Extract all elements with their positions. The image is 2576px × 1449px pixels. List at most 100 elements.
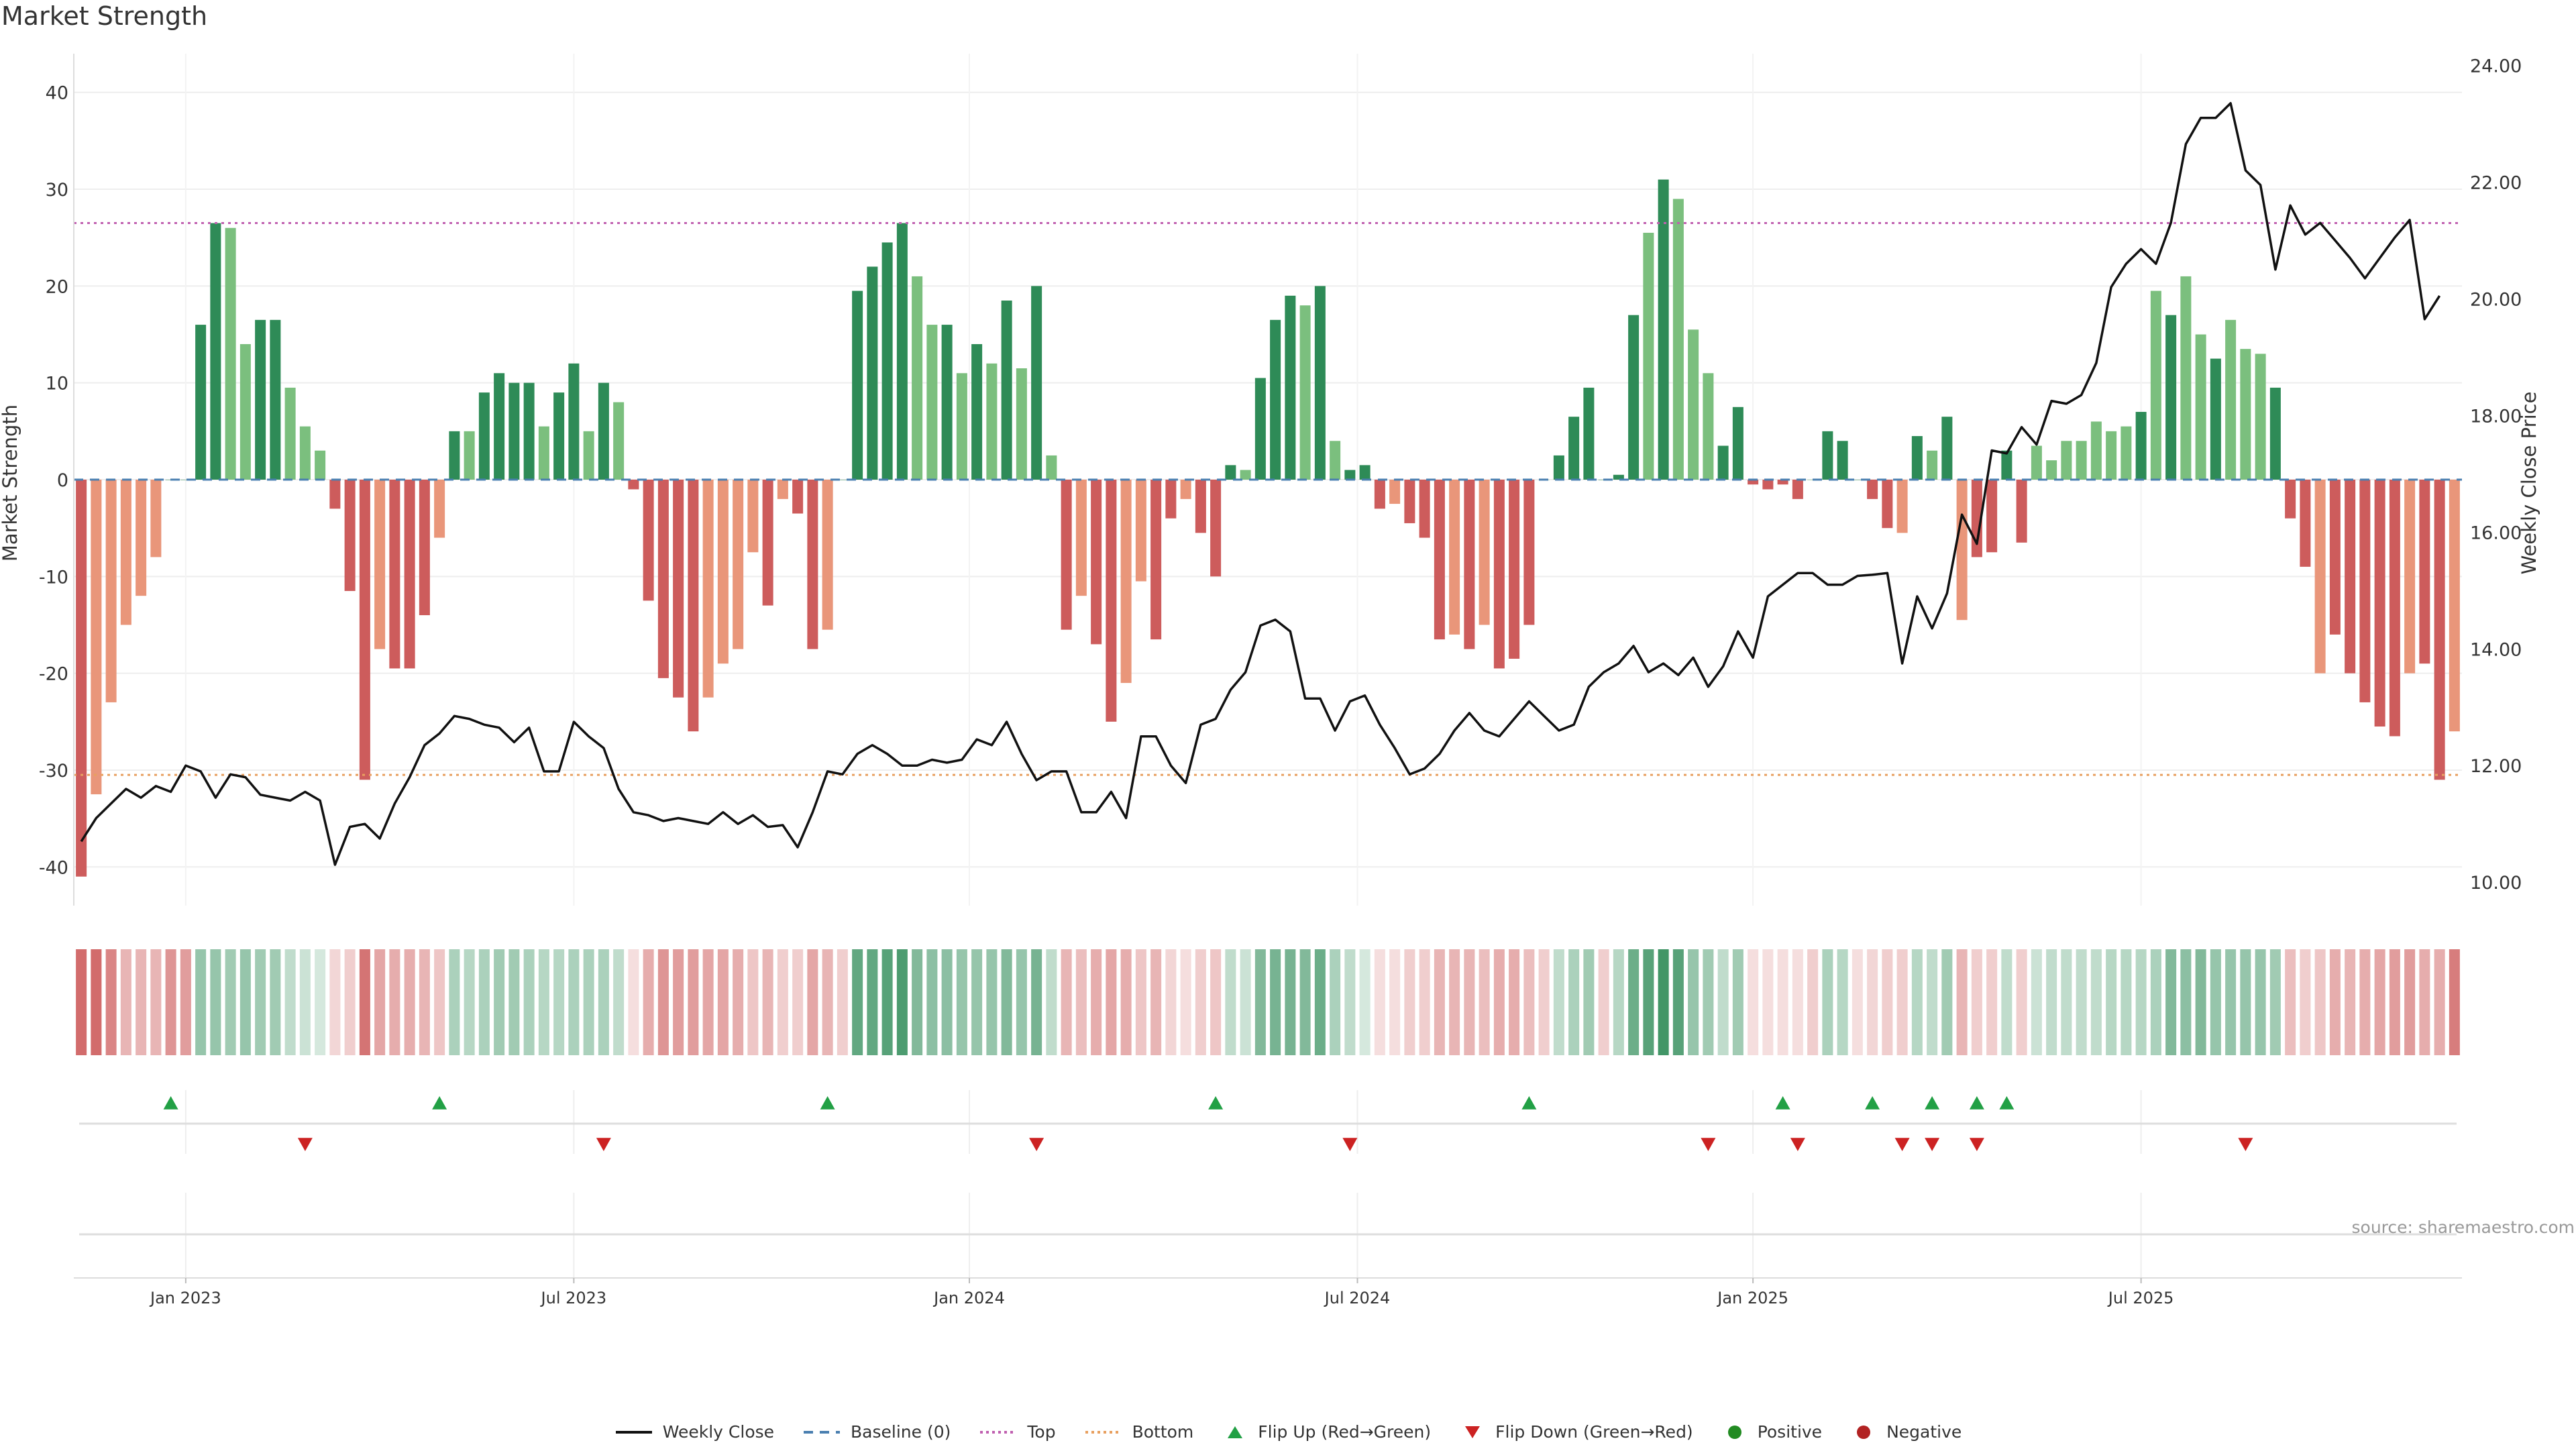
heat-cell	[1703, 949, 1714, 1055]
legend-label: Bottom	[1132, 1422, 1194, 1442]
heat-cell	[2061, 949, 2072, 1055]
strength-bar	[255, 319, 266, 480]
heat-cell	[284, 949, 296, 1055]
legend-item[interactable]: Weekly Close	[614, 1422, 774, 1442]
heat-cell	[1553, 949, 1564, 1055]
heat-cell	[508, 949, 520, 1055]
flip-down-marker	[1790, 1138, 1805, 1151]
heat-cell	[315, 949, 326, 1055]
heat-cell	[1896, 949, 1908, 1055]
strength-bar	[702, 480, 714, 698]
strength-bar	[2389, 480, 2400, 737]
strength-bar	[1016, 368, 1027, 480]
strength-bar	[210, 223, 221, 480]
legend: Weekly Close Baseline (0) Top Bottom Flip Up…	[0, 1422, 2576, 1442]
chart-title: Market Strength	[1, 1, 208, 31]
heat-cell	[1851, 949, 1863, 1055]
heat-cell	[1389, 949, 1401, 1055]
dotted-line-icon	[1085, 1430, 1122, 1434]
heat-cell	[434, 949, 445, 1055]
strength-bar	[2076, 441, 2087, 480]
flip-down-marker	[1029, 1138, 1044, 1151]
strength-bar	[613, 402, 625, 480]
strength-bar	[1314, 286, 1326, 480]
heat-cell	[777, 949, 788, 1055]
x-tick-label: Jan 2023	[149, 1289, 221, 1307]
heat-cell	[1493, 949, 1505, 1055]
strength-bar	[1135, 480, 1146, 582]
y2-tick-label: 18.00	[2470, 406, 2522, 427]
heat-cell	[2240, 949, 2251, 1055]
heat-cell	[1299, 949, 1311, 1055]
x-tick-label: Jul 2024	[1324, 1289, 1391, 1307]
heat-cell	[1404, 949, 1415, 1055]
heat-cell	[270, 949, 281, 1055]
strength-bar	[2255, 354, 2266, 480]
strength-bar	[2090, 421, 2102, 480]
strength-bar	[777, 480, 788, 499]
flip-down-marker	[1701, 1138, 1716, 1151]
heat-cell	[1956, 949, 1968, 1055]
strength-bar	[2345, 480, 2356, 674]
legend-item[interactable]: Flip Up (Red→Green)	[1222, 1422, 1431, 1442]
legend-item[interactable]: Negative	[1850, 1422, 1962, 1442]
heat-cell	[792, 949, 804, 1055]
strength-bar	[523, 382, 535, 480]
legend-item[interactable]: Baseline (0)	[802, 1422, 951, 1442]
strength-bar	[2195, 334, 2206, 480]
flip-down-marker	[297, 1138, 313, 1151]
strength-bar	[344, 480, 356, 591]
strength-bar	[419, 480, 430, 616]
strength-bar	[1046, 455, 1057, 480]
heat-cell	[1583, 949, 1595, 1055]
strength-bar	[299, 426, 311, 480]
strength-bar	[1225, 465, 1236, 480]
strength-bar	[2359, 480, 2371, 702]
strength-bar	[2240, 349, 2251, 480]
strength-bar	[76, 480, 87, 877]
heat-cell	[807, 949, 818, 1055]
strength-bar	[1956, 480, 1968, 621]
y-axis-label: Market Strength	[0, 405, 21, 561]
strength-bar	[1210, 480, 1222, 577]
x-tick-label: Jul 2025	[2107, 1289, 2174, 1307]
legend-label: Flip Up (Red→Green)	[1258, 1422, 1432, 1442]
strength-bar	[1896, 480, 1908, 533]
legend-item[interactable]: Positive	[1721, 1422, 1822, 1442]
heat-cell	[1031, 949, 1042, 1055]
y-tick-label: -40	[39, 857, 68, 878]
heat-cell	[1464, 949, 1475, 1055]
heat-cell	[120, 949, 131, 1055]
strength-bar	[1120, 480, 1132, 684]
dotted-line-icon	[980, 1430, 1017, 1434]
heat-cell	[449, 949, 460, 1055]
legend-item[interactable]: Flip Down (Green→Red)	[1459, 1422, 1693, 1442]
strength-bar	[239, 343, 251, 480]
strength-bar	[2449, 480, 2460, 732]
heat-cell	[2121, 949, 2132, 1055]
heat-cell	[91, 949, 102, 1055]
legend-item[interactable]: Bottom	[1084, 1422, 1194, 1442]
flip-up-marker	[820, 1096, 835, 1110]
heat-cell	[1374, 949, 1385, 1055]
y2-tick-label: 14.00	[2470, 639, 2522, 660]
reference-lines	[74, 222, 2462, 776]
flip-down-marker	[1342, 1138, 1358, 1151]
legend-item[interactable]: Top	[979, 1422, 1056, 1442]
heat-cell	[2135, 949, 2147, 1055]
strength-bar	[568, 363, 580, 480]
heat-cell	[1180, 949, 1191, 1055]
heat-cell	[239, 949, 251, 1055]
strength-bar	[1703, 373, 1714, 480]
heat-cell	[1613, 949, 1624, 1055]
strength-bar	[688, 480, 699, 732]
heat-cell	[2165, 949, 2177, 1055]
heat-cell	[1807, 949, 1819, 1055]
strength-bar	[389, 480, 400, 669]
strength-bar	[1285, 295, 1296, 480]
strength-bar	[2180, 276, 2192, 480]
heat-cell	[867, 949, 878, 1055]
strength-bar	[1449, 480, 1460, 635]
legend-label: Top	[1027, 1422, 1056, 1442]
strength-bar	[1553, 455, 1564, 480]
